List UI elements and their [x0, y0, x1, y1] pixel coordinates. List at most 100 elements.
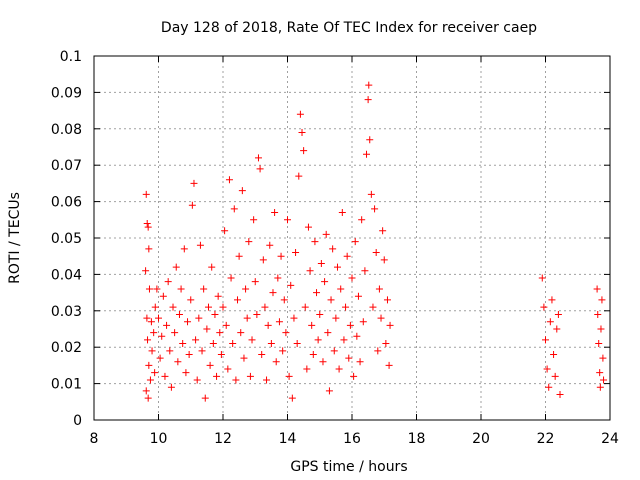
data-point [311, 238, 319, 246]
data-point [374, 347, 382, 355]
data-point [147, 318, 155, 326]
data-point [367, 190, 375, 198]
data-point [303, 365, 311, 373]
data-point [325, 387, 333, 395]
data-point [316, 310, 324, 318]
x-tick-label: 20 [472, 431, 490, 447]
data-point [327, 296, 335, 304]
data-point [383, 296, 391, 304]
data-point [235, 252, 243, 260]
data-point [232, 376, 240, 384]
x-tick-label: 8 [90, 431, 99, 447]
data-point [343, 252, 351, 260]
data-point [554, 310, 562, 318]
data-point [174, 358, 182, 366]
data-point [142, 267, 150, 275]
x-axis-label: GPS time / hours [290, 459, 407, 475]
data-point [353, 332, 361, 340]
data-point [245, 238, 253, 246]
data-point [246, 372, 254, 380]
data-point [229, 340, 237, 348]
data-point [548, 296, 556, 304]
data-point [230, 205, 238, 213]
data-point [319, 358, 327, 366]
data-point [145, 245, 153, 253]
data-point [340, 336, 348, 344]
data-point [298, 128, 306, 136]
data-point [216, 329, 224, 337]
data-point [214, 292, 222, 300]
data-point [169, 303, 177, 311]
y-tick-label: 0.04 [51, 267, 82, 283]
data-point [217, 350, 225, 358]
data-point [208, 263, 216, 271]
data-point [293, 340, 301, 348]
data-point [213, 372, 221, 380]
data-point [143, 314, 151, 322]
data-point [304, 223, 312, 231]
data-point [263, 376, 271, 384]
data-point [193, 376, 201, 384]
data-point [277, 252, 285, 260]
x-tick-label: 18 [408, 431, 426, 447]
data-point [219, 303, 227, 311]
data-point [595, 340, 603, 348]
data-point [551, 372, 559, 380]
data-point [164, 278, 172, 286]
data-point [275, 318, 283, 326]
x-tick-label: 16 [343, 431, 361, 447]
x-tick-labels: 8 10 12 14 16 18 20 22 24 [90, 431, 619, 447]
data-point [301, 303, 309, 311]
data-point [322, 230, 330, 238]
data-point [180, 245, 188, 253]
data-point [359, 318, 367, 326]
data-point [167, 383, 175, 391]
data-point [225, 176, 233, 184]
data-point [144, 336, 152, 344]
data-point [188, 201, 196, 209]
data-point [190, 179, 198, 187]
data-point [163, 321, 171, 329]
data-point [363, 150, 371, 158]
y-tick-label: 0.07 [51, 158, 82, 174]
data-point [379, 227, 387, 235]
data-point [211, 310, 219, 318]
data-point [543, 365, 551, 373]
data-point [324, 329, 332, 337]
data-point [338, 209, 346, 217]
data-point [227, 274, 235, 282]
data-point [224, 365, 232, 373]
data-point [184, 318, 192, 326]
data-point [372, 249, 380, 257]
data-point [285, 372, 293, 380]
data-point [358, 216, 366, 224]
data-point [269, 289, 277, 297]
data-point [546, 318, 554, 326]
data-point [172, 263, 180, 271]
data-point [597, 325, 605, 333]
x-tick-label: 10 [150, 431, 168, 447]
data-point [385, 361, 393, 369]
y-tick-label: 0.09 [51, 85, 82, 101]
data-point [335, 365, 343, 373]
data-point [280, 296, 288, 304]
data-point [258, 350, 266, 358]
data-point [332, 314, 340, 322]
data-point [145, 285, 153, 293]
x-tick-label: 14 [279, 431, 297, 447]
data-point [600, 376, 608, 384]
y-tick-label: 0 [73, 413, 82, 429]
data-point [251, 278, 259, 286]
data-point [144, 394, 152, 402]
data-point [380, 256, 388, 264]
data-point [345, 354, 353, 362]
data-point [248, 336, 256, 344]
data-point [253, 310, 261, 318]
data-point [346, 321, 354, 329]
data-point [192, 336, 200, 344]
data-point [161, 372, 169, 380]
data-point [271, 209, 279, 217]
data-point [361, 267, 369, 275]
data-point [148, 347, 156, 355]
